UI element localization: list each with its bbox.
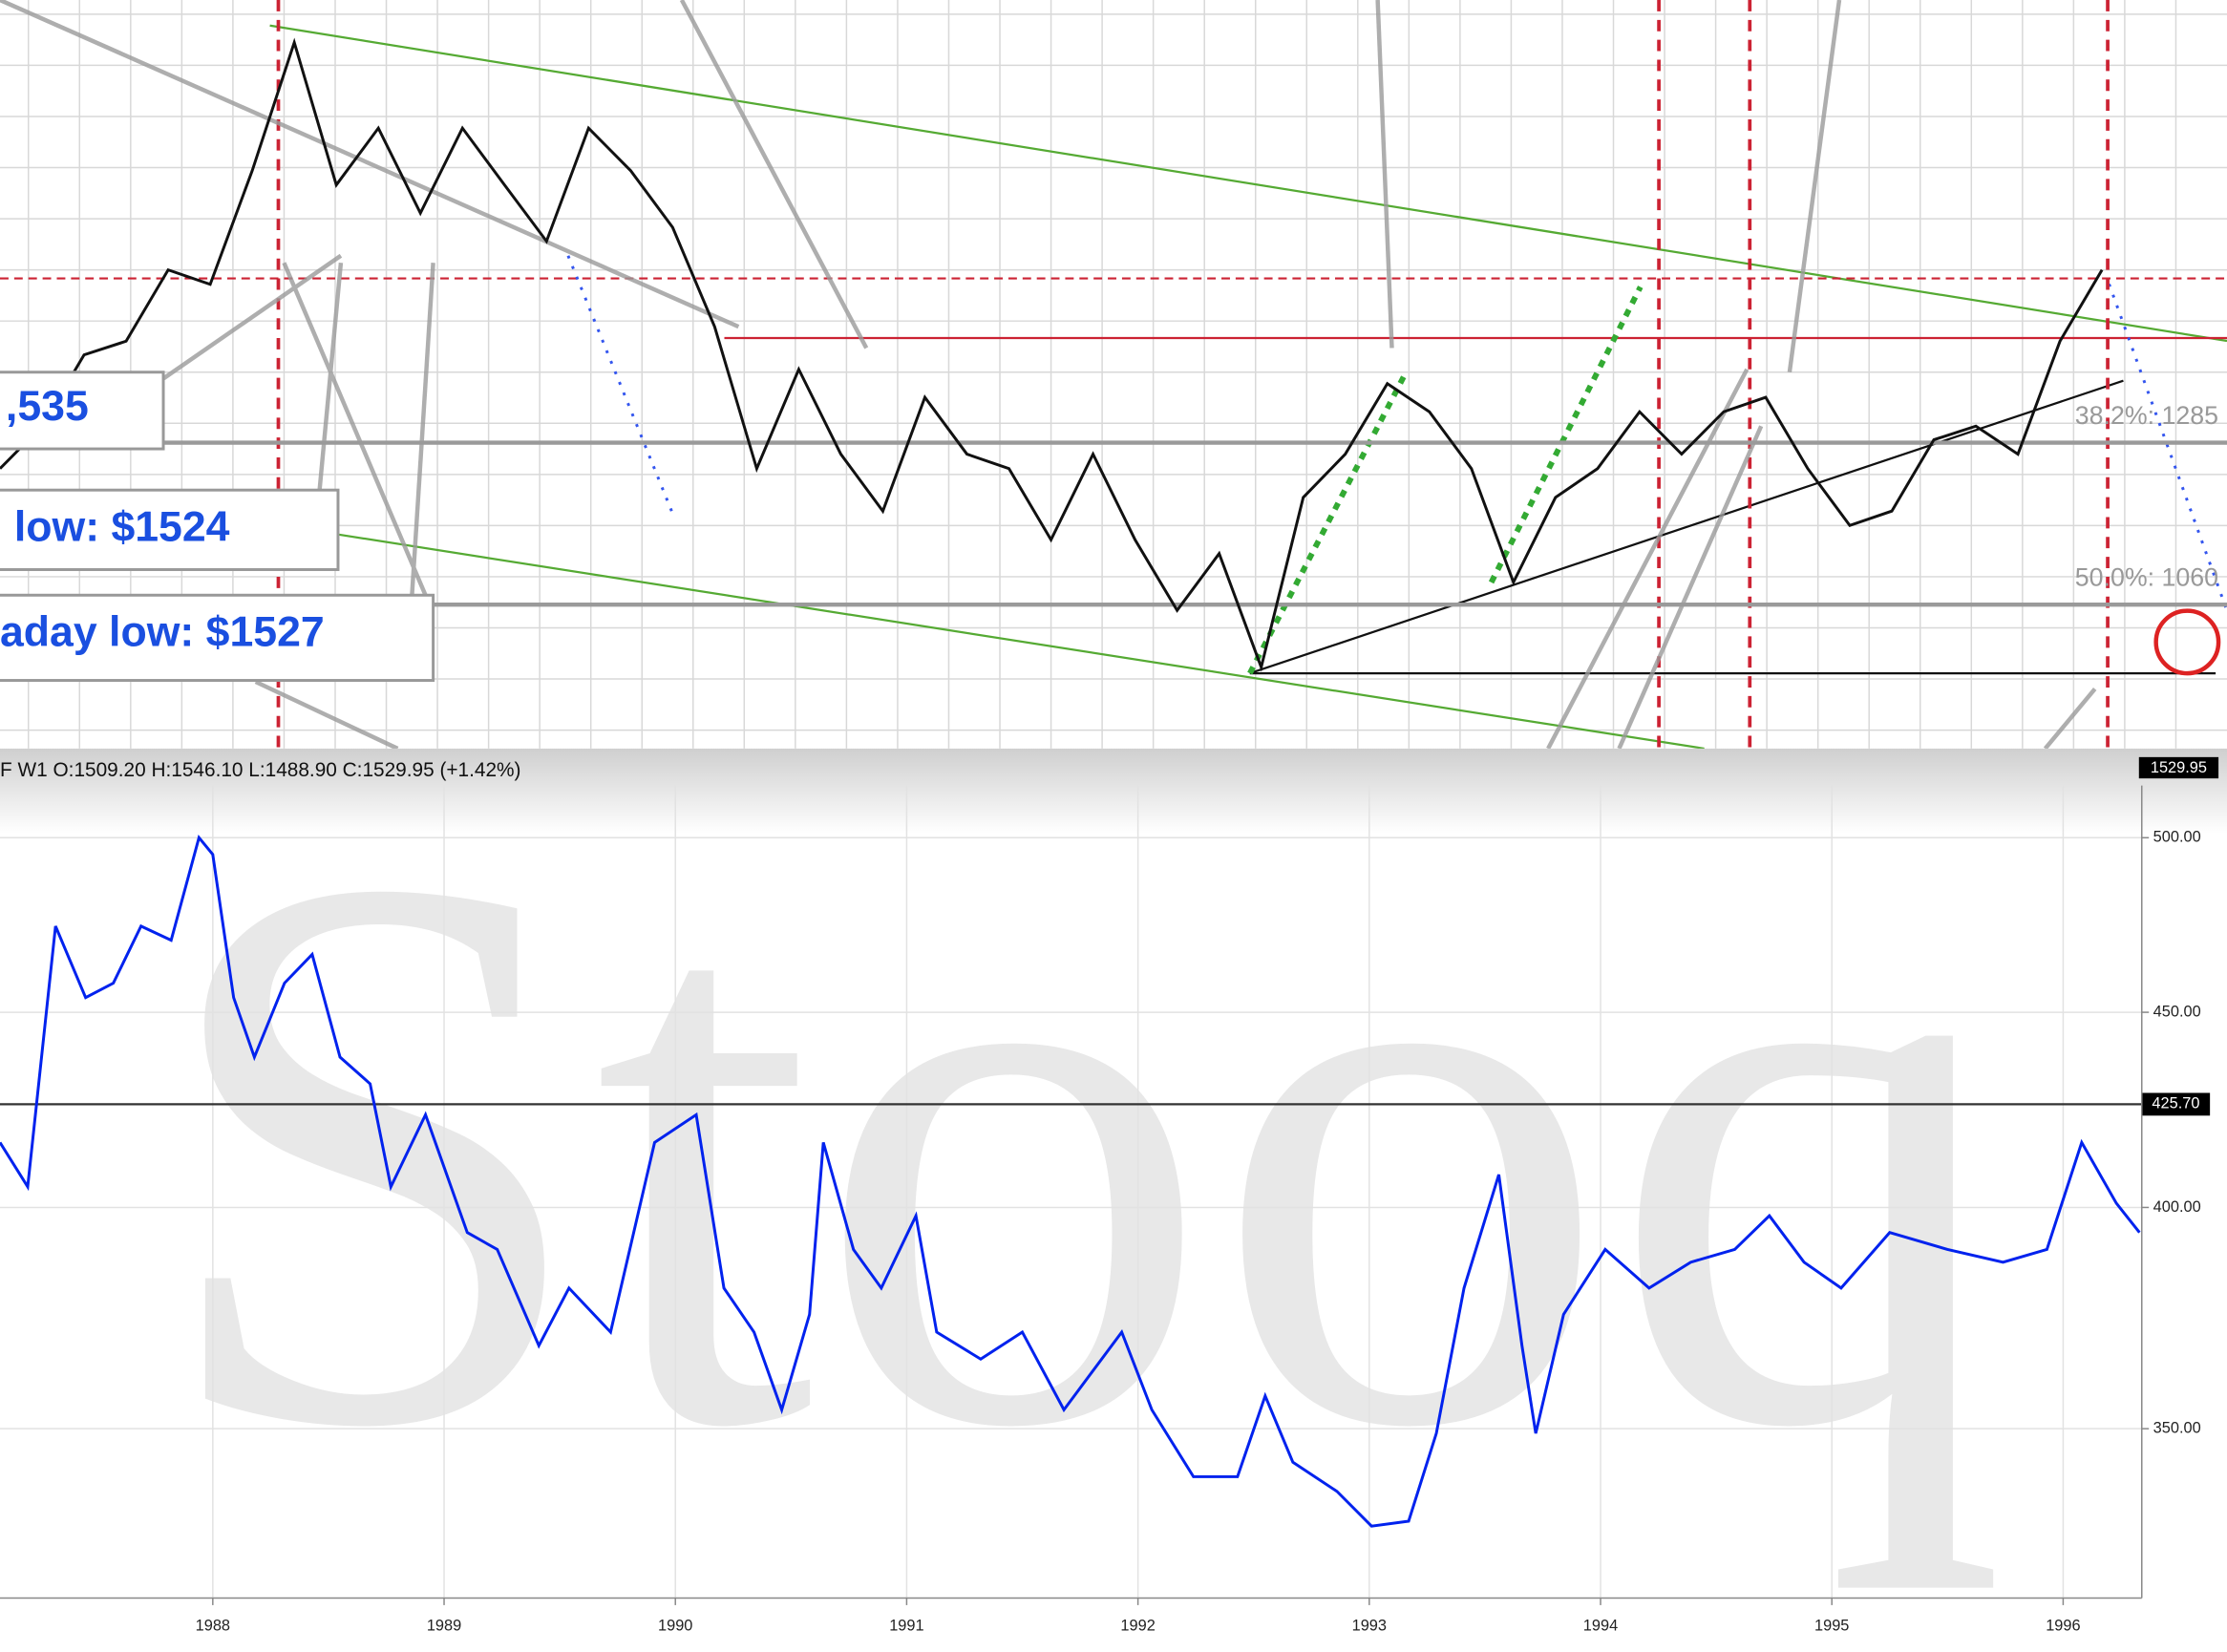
watermark: Stooq xyxy=(151,710,2007,1592)
x-tick-label: 1994 xyxy=(1583,1618,1618,1635)
bottom-plot: 350.00 400.00 450.00 500.00 1988 1989 1990 1991… xyxy=(0,785,2211,1635)
callout-text: ,535 xyxy=(6,383,89,430)
y-tick-label: 500.00 xyxy=(2153,829,2201,846)
fib-label: 38.2%: 1285 xyxy=(2075,401,2218,430)
x-tick-label: 1988 xyxy=(196,1618,230,1635)
callout-box xyxy=(0,488,340,571)
callout-box xyxy=(0,593,435,683)
last-price-badge xyxy=(2138,756,2219,779)
price-line xyxy=(0,37,2104,672)
x-tick-label: 1993 xyxy=(1352,1618,1387,1635)
x-tick-label: 1989 xyxy=(427,1618,461,1635)
projection-dotted xyxy=(566,255,676,519)
channel-line xyxy=(326,531,1705,751)
callout-box xyxy=(0,371,165,451)
bottom-background xyxy=(0,748,2227,1652)
ohlc-header: F W1 O:1509.20 H:1546.10 L:1488.90 C:152… xyxy=(0,759,520,781)
last-price-label: 1529.95 xyxy=(2151,759,2207,776)
callout-pointers xyxy=(0,0,2097,751)
trend-dotted xyxy=(1488,286,1644,584)
callout-text: aday low: $1527 xyxy=(0,609,325,656)
reference-badge xyxy=(2141,1092,2211,1116)
header-bar xyxy=(0,748,2227,835)
bottom-panel: F W1 O:1509.20 H:1546.10 L:1488.90 C:152… xyxy=(0,710,2227,1652)
top-grid xyxy=(0,0,2227,749)
x-tick-label: 1990 xyxy=(658,1618,692,1635)
y-tick-label: 350.00 xyxy=(2153,1419,2201,1436)
highlight-circle xyxy=(2153,608,2221,676)
fib-label: 50.0%: 1060 xyxy=(2075,562,2218,591)
callout-text: low: $1524 xyxy=(14,504,230,551)
channel-line xyxy=(269,24,2227,343)
y-tick-label: 450.00 xyxy=(2153,1003,2201,1020)
y-tick-label: 400.00 xyxy=(2153,1198,2201,1216)
x-tick-label: 1992 xyxy=(1120,1618,1155,1635)
price-line xyxy=(0,835,2141,1528)
projection-dotted xyxy=(2108,284,2227,612)
reference-label: 425.70 xyxy=(2152,1095,2199,1112)
x-tick-label: 1991 xyxy=(889,1618,923,1635)
x-tick-label: 1996 xyxy=(2046,1618,2080,1635)
x-tick-label: 1995 xyxy=(1814,1618,1849,1635)
callout-boxes: ,535 low: $1524 aday low: $1527 xyxy=(0,371,435,683)
trend-line xyxy=(1249,379,2124,675)
